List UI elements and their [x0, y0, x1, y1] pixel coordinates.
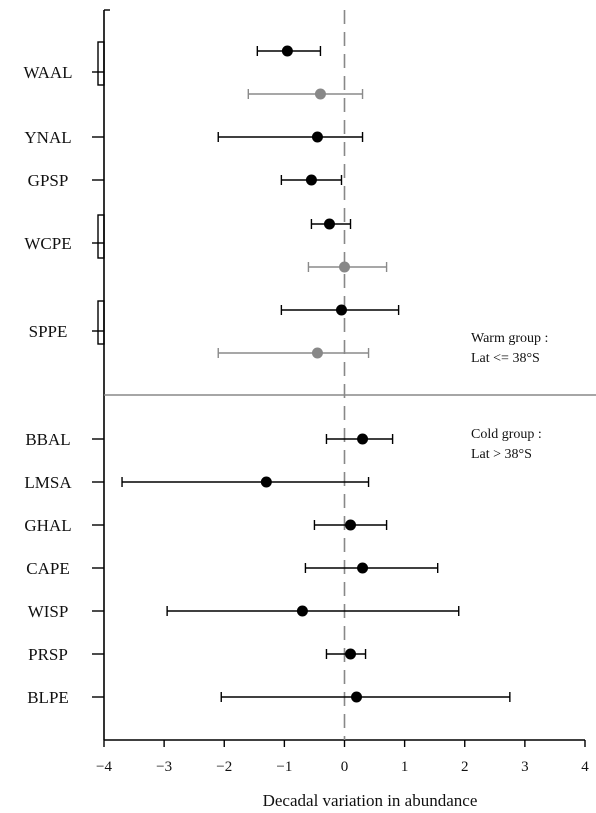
data-point-black	[345, 648, 357, 660]
category-label-cape: CAPE	[26, 559, 69, 578]
category-label-blpe: BLPE	[27, 688, 69, 707]
x-tick-label: 1	[401, 759, 409, 775]
data-point-black	[357, 433, 369, 445]
data-point-black	[296, 605, 308, 617]
pair-bracket	[97, 41, 105, 86]
x-tick-label: −4	[96, 759, 112, 775]
x-tick-label: 2	[461, 759, 469, 775]
data-point-black	[260, 476, 272, 488]
category-label-wcpe: WCPE	[24, 234, 71, 253]
group-note-line-2: Lat > 38°S	[471, 447, 532, 462]
category-label-lmsa: LMSA	[24, 473, 72, 492]
category-label-wisp: WISP	[28, 602, 69, 621]
group-note-line-1: Warm group :	[471, 331, 548, 346]
group-note-line-2: Lat <= 38°S	[471, 351, 540, 366]
data-point-grey	[339, 261, 350, 273]
category-label-gpsp: GPSP	[28, 171, 69, 190]
x-tick-label: 0	[341, 759, 349, 775]
pair-bracket	[97, 214, 105, 259]
data-point-black	[351, 691, 363, 703]
plot-marks-layer	[121, 45, 511, 703]
data-point-black	[323, 218, 335, 230]
category-label-waal: WAAL	[23, 63, 72, 82]
x-axis-title: Decadal variation in abundance	[263, 791, 478, 810]
category-label-prsp: PRSP	[28, 645, 68, 664]
x-tick-label: 4	[581, 759, 589, 775]
data-point-black	[311, 131, 323, 143]
category-label-ghal: GHAL	[24, 516, 71, 535]
category-label-sppe: SPPE	[29, 322, 68, 341]
x-tick-label: −3	[156, 759, 172, 775]
x-tick-label: 3	[521, 759, 529, 775]
x-tick-label: −2	[216, 759, 232, 775]
plot-lines-layer	[92, 9, 596, 747]
data-point-black	[335, 304, 347, 316]
data-point-black	[281, 45, 293, 57]
data-point-grey	[314, 88, 326, 100]
data-point-black	[357, 562, 369, 574]
x-tick-label: −1	[276, 759, 292, 775]
data-point-grey	[311, 347, 323, 359]
category-label-bbal: BBAL	[25, 430, 70, 449]
category-label-ynal: YNAL	[24, 128, 71, 147]
plot-text-layer: −4 −3 −2 −1 0 1 2 3 4 Decadal variation in abunda…	[23, 63, 589, 810]
data-point-black	[345, 519, 357, 531]
pair-bracket	[97, 300, 105, 345]
data-point-black	[305, 174, 317, 186]
group-note-line-1: Cold group :	[471, 427, 542, 442]
